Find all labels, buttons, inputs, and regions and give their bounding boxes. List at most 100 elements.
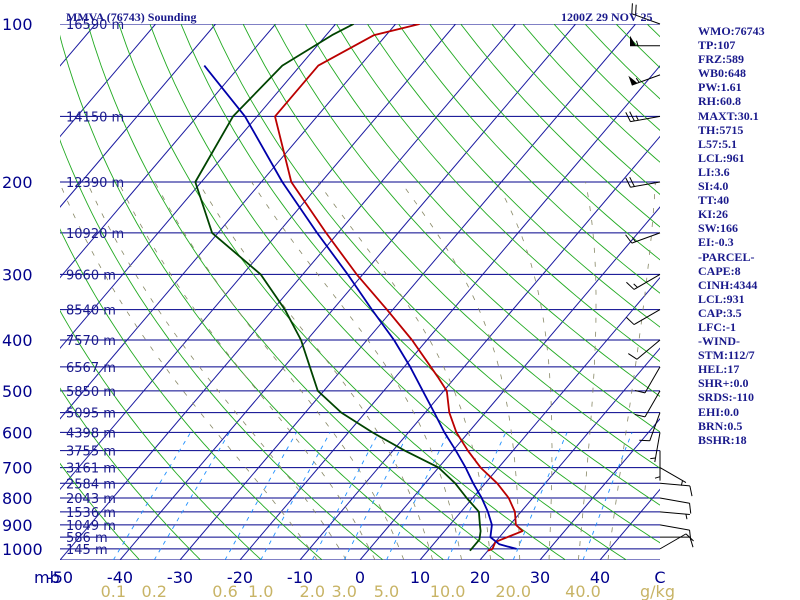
mixing-ratio-unit: g/kg	[640, 582, 675, 600]
wind-barb-half-tick	[632, 237, 636, 243]
wind-barb-half-tick	[680, 480, 684, 486]
index-entry: LFC:-1	[698, 319, 736, 334]
wind-barb-full-tick	[625, 234, 633, 244]
wind-barb-staff	[659, 467, 687, 484]
mixing-ratio-label: 40.0	[565, 582, 601, 600]
height-label: 8540 m	[66, 304, 116, 319]
isotherm-line	[60, 24, 156, 138]
index-entry: KI:26	[698, 207, 728, 222]
mixing-ratio-label: 0.6	[212, 582, 237, 600]
temperature-tick-label: C	[654, 568, 665, 587]
dry-adiabat	[304, 24, 660, 397]
wind-barb-half-tick	[633, 283, 638, 288]
index-entry: CAPE:8	[698, 263, 741, 278]
dry-adiabat	[180, 24, 660, 544]
isotherm-line	[60, 24, 336, 350]
wind-barb	[659, 497, 692, 514]
dry-adiabat	[118, 24, 566, 560]
index-entry: BSHR:18	[698, 432, 747, 447]
mixing-ratio-label: 20.0	[495, 582, 531, 600]
wind-barb-full-tick	[626, 281, 635, 290]
moist-adiabat	[118, 181, 376, 560]
temperature-tick-label: 0	[355, 568, 365, 587]
wind-barb-staff	[654, 432, 661, 463]
wind-barb-staff	[659, 511, 690, 515]
dry-adiabat	[273, 24, 660, 433]
wind-barb-full-tick	[689, 485, 693, 497]
index-entry: HEL:17	[698, 362, 740, 377]
height-label: 1049 m	[66, 519, 116, 534]
temperature-profile	[274, 24, 524, 552]
pressure-label: 300	[2, 265, 33, 284]
pressure-label: 800	[2, 489, 33, 508]
skew-t-grid	[60, 24, 660, 560]
wind-barb-full-tick	[631, 3, 633, 14]
temperature-tick-label: 40	[590, 568, 610, 587]
wind-barb-staff	[633, 273, 661, 290]
index-entry: WB0:648	[698, 66, 746, 81]
mixing-ratio-label: 0.1	[101, 582, 126, 600]
wind-barb-full-tick	[634, 413, 646, 418]
wind-barb	[626, 273, 661, 290]
wind-barb-staff	[659, 533, 687, 550]
mixing-ratio-line	[224, 432, 297, 560]
wind-barb	[659, 511, 690, 520]
wind-barb-full-tick	[628, 353, 638, 360]
mixing-ratio-label: 3.0	[332, 582, 357, 600]
wind-barb-pennant	[628, 75, 638, 86]
dry-adiabat	[398, 24, 660, 294]
pressure-label: 900	[2, 516, 33, 535]
index-entry: L57:5.1	[698, 136, 737, 151]
pressure-label: 1000	[2, 540, 43, 559]
pressure-label: 400	[2, 331, 33, 350]
dry-adiabat	[242, 24, 660, 469]
wind-barb	[630, 35, 660, 47]
pressure-label: 500	[2, 382, 33, 401]
wind-barb-full-tick	[625, 112, 631, 122]
mixing-ratio-label: 5.0	[374, 582, 399, 600]
wind-barb-pennant	[630, 35, 636, 46]
wind-barb	[650, 432, 661, 463]
wind-barb-half-tick	[654, 476, 661, 479]
wind-barb	[654, 450, 661, 481]
index-entry: PW:1.61	[698, 80, 742, 95]
dry-adiabat	[429, 24, 660, 261]
wind-barb-staff	[631, 13, 661, 25]
height-label: 10920 m	[66, 227, 124, 242]
height-label: 14150 m	[66, 110, 124, 125]
moist-adiabat	[198, 181, 434, 560]
moist-adiabat	[86, 181, 347, 560]
pressure-unit: mb	[34, 568, 60, 587]
wind-barb-full-tick	[634, 389, 646, 394]
height-label: 4398 m	[66, 426, 116, 441]
index-entry: LCL:931	[698, 291, 745, 306]
wind-barb-staff	[631, 232, 661, 244]
dry-adiabat	[60, 387, 201, 560]
height-label: 145 m	[66, 543, 108, 558]
wind-barb	[659, 482, 693, 497]
mixing-ratio-line	[447, 432, 507, 560]
mixing-ratio-line	[311, 432, 380, 560]
height-label: 2584 m	[66, 477, 116, 492]
index-entry: EI:-0.3	[698, 235, 734, 250]
wind-barb	[625, 176, 661, 188]
station-title: MMVA (76743) Sounding	[66, 10, 196, 24]
wind-barb-staff	[633, 309, 661, 326]
isotherm-line	[539, 418, 660, 560]
wind-barb-staff	[644, 366, 661, 394]
stability-indices-panel: WMO:76743 TP:107 FRZ:589 WB0:648 PW:1.61 RH:6…	[698, 24, 798, 447]
height-label: 2043 m	[66, 492, 116, 507]
wind-barb	[659, 533, 694, 550]
temperature-tick-label: -20	[227, 568, 253, 587]
wind-barb-half-tick	[650, 457, 656, 460]
dry-adiabat	[87, 24, 505, 560]
wind-barb-half-tick	[685, 513, 688, 520]
index-entry: -PARCEL-	[698, 249, 755, 264]
dry-adiabat	[60, 139, 384, 560]
isotherm-line	[60, 24, 276, 279]
index-entry: MAXT:30.1	[698, 108, 759, 123]
mixing-ratio-label: 1.0	[248, 582, 273, 600]
dry-adiabat	[149, 24, 627, 560]
